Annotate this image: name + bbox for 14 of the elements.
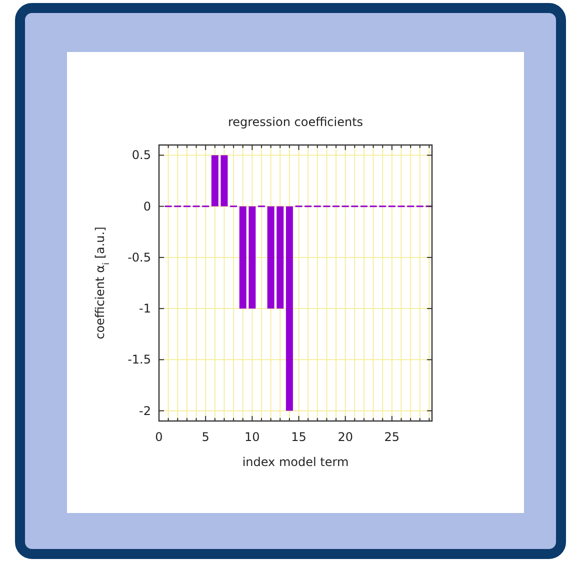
x-tick-label: 5 — [202, 430, 210, 444]
x-tick-label: 25 — [384, 430, 400, 444]
x-tick-label: 20 — [338, 430, 353, 444]
x-tick-label: 0 — [155, 430, 163, 444]
y-tick-label: 0 — [143, 199, 151, 214]
y-tick-label: -1 — [139, 302, 151, 316]
x-tick-label: 15 — [291, 430, 306, 444]
y-tick-label: 0.5 — [132, 148, 151, 162]
y-tick-label: -0.5 — [128, 250, 151, 264]
chart-title: regression coefficients — [228, 115, 364, 129]
x-axis-title: index model term — [242, 455, 349, 469]
y-tick-label: -1.5 — [128, 352, 151, 367]
x-tick-label: 10 — [244, 430, 260, 444]
y-tick-label: -2 — [139, 404, 151, 418]
